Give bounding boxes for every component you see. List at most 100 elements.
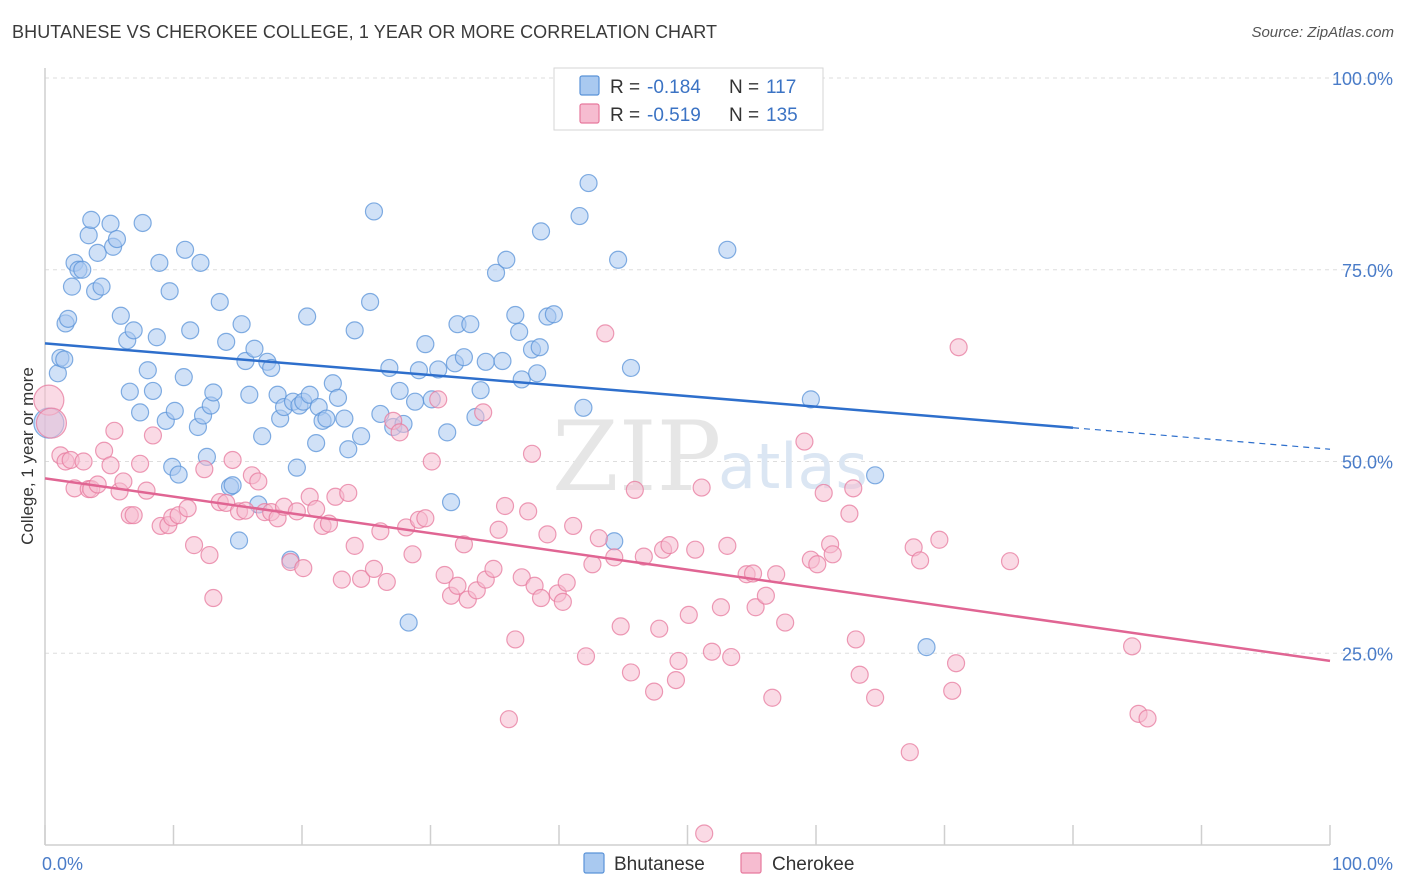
bottom-legend-swatch-bhutanese [583, 852, 605, 874]
point-cherokee-27 [200, 545, 219, 565]
point-bhutanese-109 [570, 206, 589, 226]
y-tick-label-50: 50.0% [1342, 453, 1393, 473]
point-cherokee-131 [943, 681, 962, 700]
point-cherokee-102 [686, 540, 705, 559]
point-bhutanese-52 [253, 427, 272, 446]
point-cherokee-62 [429, 390, 448, 409]
point-cherokee-71 [484, 559, 503, 578]
point-cherokee-105 [702, 642, 722, 661]
point-bhutanese-27 [150, 253, 169, 272]
y-tick-labels: 25.0% 50.0% 75.0% 100.0% [1332, 69, 1393, 664]
point-cherokee-74 [499, 710, 518, 729]
point-cherokee-6 [74, 452, 93, 471]
point-bhutanese-89 [441, 493, 461, 512]
trend-line-cherokee [44, 477, 1331, 663]
point-bhutanese-108 [544, 305, 563, 324]
point-bhutanese-115 [718, 240, 737, 259]
point-cherokee-134 [1000, 552, 1020, 571]
point-cherokee-75 [506, 630, 525, 649]
point-bhutanese-72 [339, 440, 358, 459]
point-bhutanese-85 [416, 335, 435, 354]
point-bhutanese-70 [328, 388, 348, 407]
point-cherokee-51 [352, 569, 371, 588]
point-cherokee-98 [660, 536, 679, 555]
point-bhutanese-78 [380, 358, 399, 378]
point-cherokee-115 [776, 613, 795, 632]
point-cherokee-1 [35, 407, 68, 439]
point-bhutanese-65 [307, 433, 326, 453]
point-cherokee-126 [866, 688, 885, 707]
point-bhutanese-6 [62, 277, 82, 296]
point-bhutanese-80 [390, 381, 409, 401]
point-cherokee-103 [692, 478, 711, 497]
point-bhutanese-111 [579, 173, 598, 193]
point-cherokee-31 [223, 450, 242, 470]
point-cherokee-124 [846, 630, 865, 649]
point-cherokee-135 [1123, 637, 1142, 656]
point-cherokee-14 [114, 472, 133, 491]
series-cherokee-points [33, 324, 1157, 843]
point-cherokee-86 [576, 647, 596, 666]
point-cherokee-41 [287, 502, 306, 521]
point-bhutanese-33 [174, 368, 193, 387]
legend-n-value-bhutanese: 117 [766, 77, 796, 98]
point-bhutanese-76 [364, 202, 384, 221]
point-cherokee-48 [332, 570, 351, 589]
chart-title: BHUTANESE VS CHEROKEE COLLEGE, 1 YEAR OR… [12, 22, 718, 42]
point-bhutanese-22 [130, 403, 150, 422]
point-bhutanese-88 [438, 423, 457, 442]
point-bhutanese-18 [111, 306, 130, 325]
point-cherokee-127 [900, 743, 919, 762]
point-cherokee-83 [553, 592, 572, 611]
point-bhutanese-34 [175, 240, 195, 259]
point-cherokee-19 [143, 426, 163, 445]
point-cherokee-73 [495, 496, 515, 516]
point-cherokee-17 [130, 454, 150, 473]
point-cherokee-18 [137, 481, 156, 500]
point-cherokee-11 [101, 456, 120, 475]
y-axis-label: College, 1 year or more [18, 367, 37, 545]
point-cherokee-100 [669, 651, 688, 671]
y-tick-label-100: 100.0% [1332, 69, 1393, 89]
bottom-legend-label-cherokee: Cherokee [772, 854, 854, 875]
point-bhutanese-46 [229, 531, 249, 550]
point-bhutanese-104 [528, 364, 547, 383]
point-bhutanese-41 [204, 383, 223, 402]
point-bhutanese-20 [120, 382, 139, 401]
x-tick-label-max: 100.0% [1332, 854, 1393, 874]
point-cherokee-123 [844, 479, 863, 498]
point-cherokee-78 [522, 444, 542, 463]
legend-r-label-bhutanese: R = [610, 77, 640, 98]
point-bhutanese-3 [55, 350, 74, 369]
y-tick-label-75: 75.0% [1342, 261, 1393, 281]
point-cherokee-119 [814, 483, 833, 503]
point-cherokee-88 [589, 529, 608, 548]
point-cherokee-91 [611, 617, 630, 636]
point-cherokee-52 [364, 559, 384, 578]
point-bhutanese-15 [101, 214, 120, 233]
point-cherokee-16 [124, 506, 143, 525]
point-bhutanese-83 [405, 392, 425, 411]
point-cherokee-35 [249, 472, 268, 491]
x-tick-labels: 0.0% 100.0% [42, 854, 1393, 874]
point-cherokee-81 [538, 525, 557, 544]
point-cherokee-104 [695, 824, 714, 843]
point-bhutanese-45 [223, 476, 242, 495]
point-cherokee-116 [795, 432, 814, 451]
point-bhutanese-60 [287, 458, 306, 477]
point-cherokee-125 [850, 665, 869, 684]
point-bhutanese-118 [917, 638, 936, 657]
point-bhutanese-49 [240, 385, 259, 404]
point-bhutanese-50 [245, 339, 264, 358]
point-bhutanese-26 [147, 328, 166, 347]
point-bhutanese-10 [79, 226, 98, 245]
trend-line-bhutanese-extension [1072, 427, 1331, 450]
point-bhutanese-116 [801, 390, 820, 409]
point-bhutanese-98 [493, 351, 512, 371]
point-cherokee-72 [489, 520, 508, 539]
point-bhutanese-64 [300, 385, 319, 404]
point-cherokee-101 [679, 605, 698, 625]
point-cherokee-58 [403, 545, 422, 564]
chart-source: Source: ZipAtlas.com [1251, 24, 1394, 41]
point-cherokee-63 [435, 565, 454, 585]
